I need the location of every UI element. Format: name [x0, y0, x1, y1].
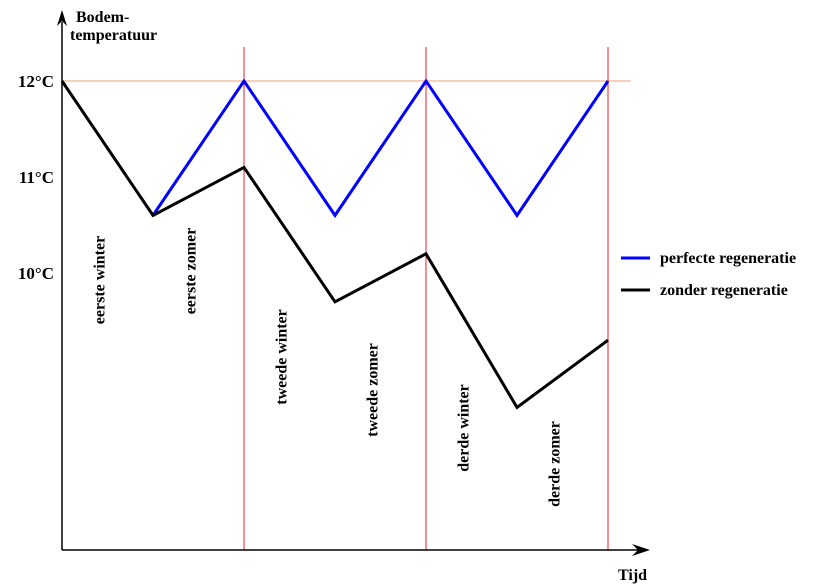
period-label: derde zomer — [547, 421, 564, 507]
x-axis-arrow — [632, 544, 650, 556]
series-line-perfecte-regeneratie — [151, 78, 610, 219]
x-axis-title: Tijd — [618, 567, 647, 584]
legend-label: perfecte regeneratie — [660, 250, 796, 267]
legend: perfecte regeneratie zonder regeneratie — [621, 250, 796, 299]
period-label: eerste zomer — [183, 228, 200, 315]
guides — [62, 47, 631, 550]
series — [60, 78, 610, 410]
y-tick-label: 12°C — [18, 72, 54, 91]
y-tick-labels: 12°C 11°C 10°C — [18, 72, 54, 283]
y-axis-title-line-1: Bodem- — [76, 9, 129, 26]
y-axis-arrow — [57, 10, 67, 26]
period-label: tweede winter — [274, 309, 291, 405]
period-label: eerste winter — [92, 236, 109, 324]
axes — [57, 10, 650, 556]
period-labels: eerste winter eerste zomer tweede winter tw… — [92, 228, 564, 507]
period-label: tweede zomer — [365, 343, 382, 437]
period-label: derde winter — [456, 384, 473, 472]
y-axis-title-line-2: temperatuur — [70, 27, 157, 44]
y-tick-label: 11°C — [19, 168, 54, 187]
legend-label: zonder regeneratie — [660, 282, 788, 299]
series-line-zonder-regeneratie — [60, 80, 609, 410]
y-tick-label: 10°C — [18, 264, 54, 283]
